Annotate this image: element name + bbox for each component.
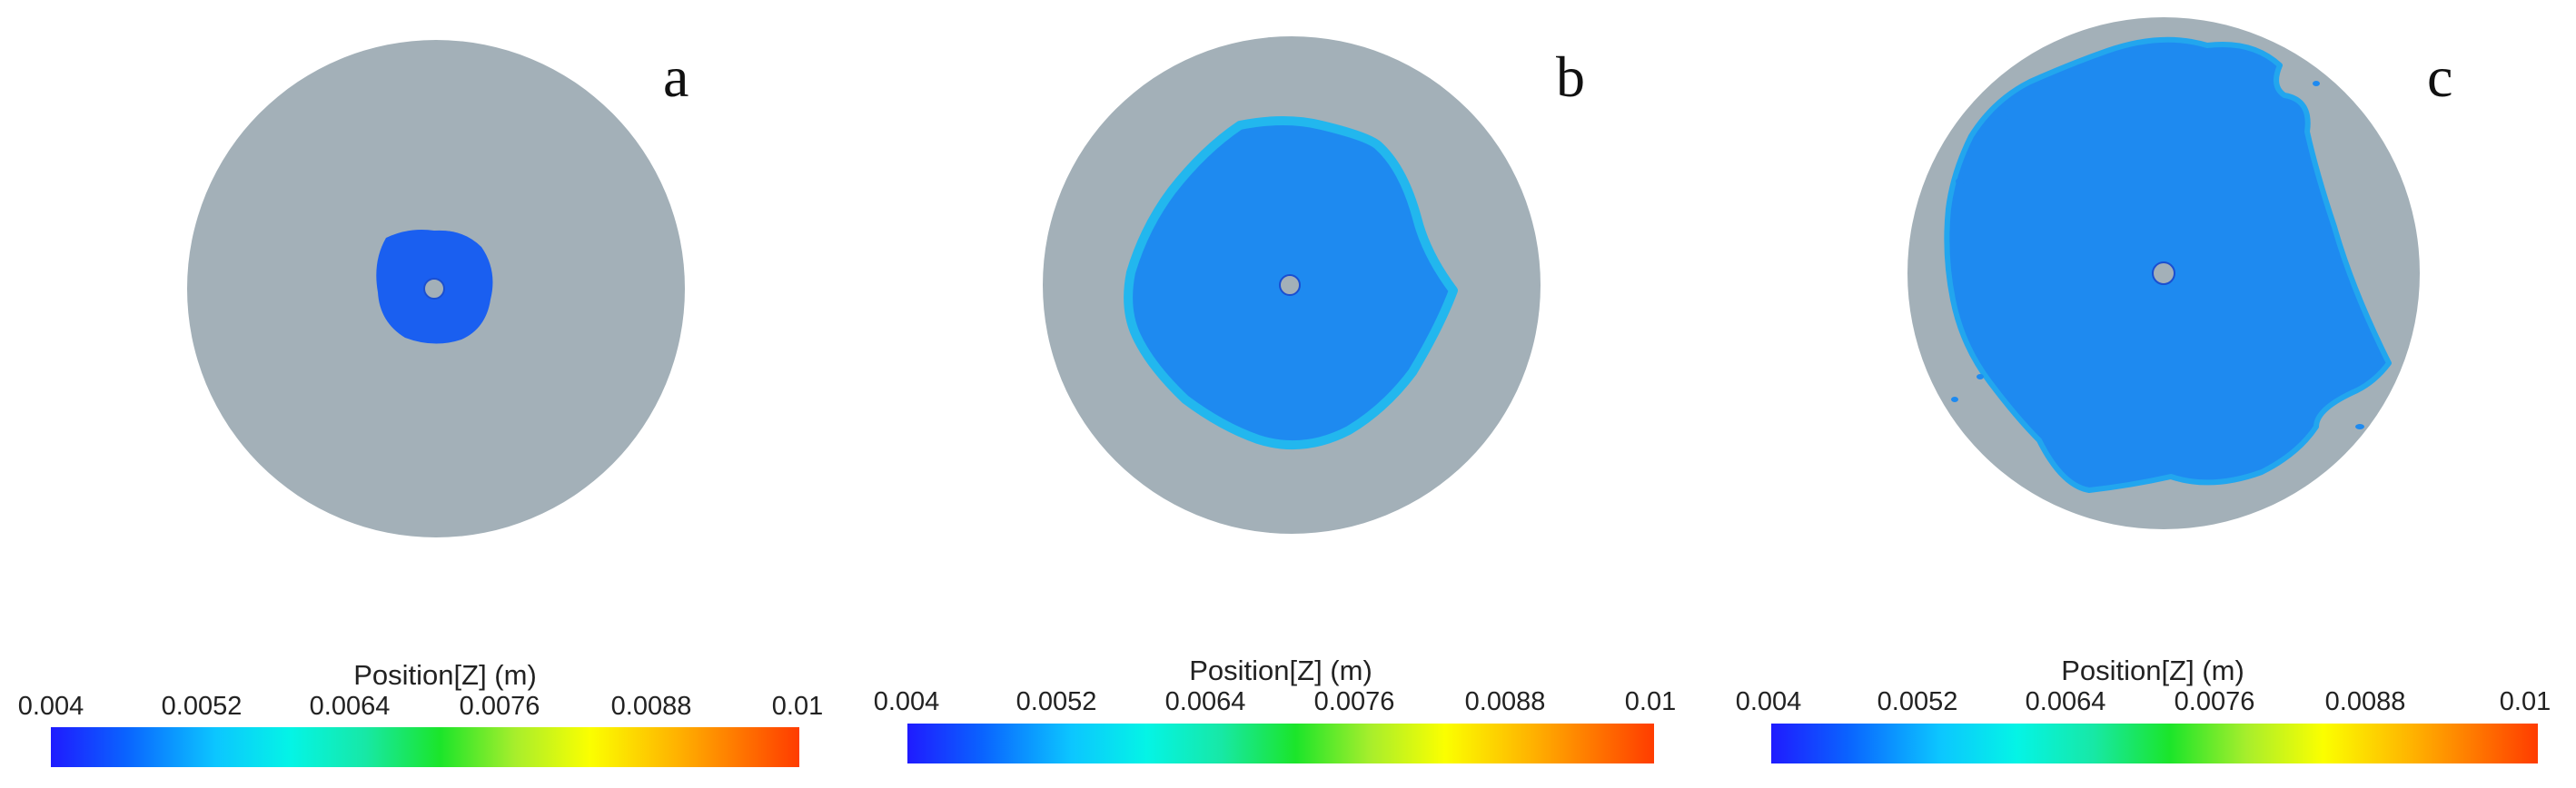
colorbar-tick-a-4: 0.0088: [610, 692, 692, 721]
colorbar-tick-c-4: 0.0088: [2324, 687, 2406, 716]
colorbar-title-a: Position[Z] (m): [353, 659, 537, 691]
colorbar-tick-b-0: 0.004: [873, 687, 940, 716]
colorbar-tick-c-5: 0.01: [2499, 687, 2551, 716]
colorbar-tick-b-4: 0.0088: [1464, 687, 1546, 716]
panel-a: a Position[Z] (m) 0.004 0.0052 0.0064 0.…: [0, 0, 858, 788]
colorbar-tick-b-1: 0.0052: [1016, 687, 1097, 716]
panel-c: c Position[Z] (m) 0.004 0.0052 0.0064 0.…: [1717, 0, 2575, 788]
colorbar-tick-c-1: 0.0052: [1877, 687, 1958, 716]
colorbar-title-b: Position[Z] (m): [1189, 655, 1372, 686]
colorbar-tick-a-2: 0.0064: [309, 692, 391, 721]
colorbar-tick-a-0: 0.004: [17, 692, 84, 721]
colorbar-tick-c-0: 0.004: [1735, 687, 1802, 716]
colorbar-tick-b-5: 0.01: [1624, 687, 1677, 716]
colorbar-tick-a-1: 0.0052: [161, 692, 243, 721]
colorbar-title-c: Position[Z] (m): [2061, 655, 2244, 686]
colorbar-c: [1771, 724, 2538, 763]
disc-c: [1907, 17, 2420, 529]
colorbar-a: [51, 727, 799, 767]
panel-label-c: c: [2427, 44, 2453, 109]
colorbar-tick-c-3: 0.0076: [2174, 687, 2255, 716]
colorbar-tick-b-3: 0.0076: [1313, 687, 1395, 716]
panel-label-a: a: [663, 44, 689, 109]
colorbar-b: [907, 724, 1654, 763]
disc-b: [1043, 36, 1541, 534]
colorbar-tick-a-5: 0.01: [771, 692, 824, 721]
colorbar-tick-b-2: 0.0064: [1164, 687, 1246, 716]
panel-label-b: b: [1556, 44, 1585, 109]
panel-b: b Position[Z] (m) 0.004 0.0052 0.0064 0.…: [858, 0, 1717, 788]
disc-a: [187, 40, 685, 537]
colorbar-tick-c-2: 0.0064: [2025, 687, 2106, 716]
colorbar-tick-a-3: 0.0076: [459, 692, 540, 721]
